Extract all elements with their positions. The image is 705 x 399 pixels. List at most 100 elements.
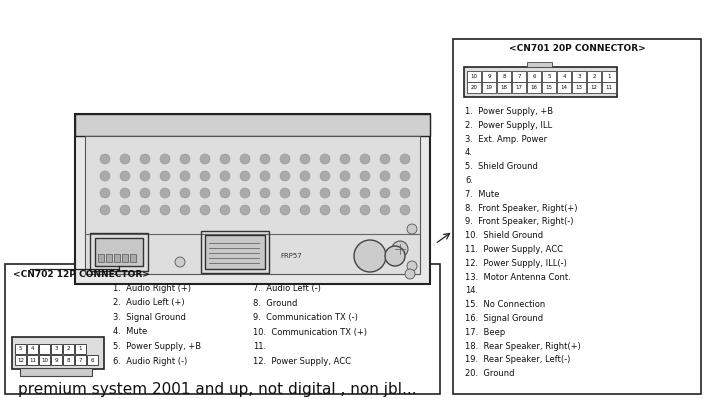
Circle shape	[180, 188, 190, 198]
Bar	[95, 238, 143, 266]
Circle shape	[300, 154, 310, 164]
Text: 11.: 11.	[253, 342, 266, 351]
Circle shape	[100, 205, 110, 215]
Text: 17.  Beep: 17. Beep	[465, 328, 505, 337]
Circle shape	[400, 205, 410, 215]
Text: 3: 3	[55, 346, 59, 352]
Text: 9.  Front Speaker, Right(-): 9. Front Speaker, Right(-)	[465, 217, 573, 226]
Circle shape	[120, 205, 130, 215]
Circle shape	[160, 171, 170, 181]
Bar	[51, 344, 62, 354]
Circle shape	[380, 205, 390, 215]
Text: 15.  No Connection: 15. No Connection	[465, 300, 545, 309]
Circle shape	[360, 154, 370, 164]
Circle shape	[385, 246, 405, 266]
Circle shape	[97, 241, 113, 257]
Bar	[39, 355, 50, 365]
Bar	[587, 82, 601, 93]
Text: 2: 2	[592, 74, 596, 79]
Bar	[114, 254, 120, 262]
Text: 13.  Motor Antenna Cont.: 13. Motor Antenna Cont.	[465, 273, 571, 282]
Circle shape	[360, 205, 370, 215]
Bar	[527, 62, 552, 67]
Circle shape	[100, 188, 110, 198]
Text: 18.  Rear Speaker, Right(+): 18. Rear Speaker, Right(+)	[465, 342, 581, 351]
Circle shape	[260, 171, 270, 181]
Text: 5.  Power Supply, +B: 5. Power Supply, +B	[113, 342, 201, 351]
Text: 6: 6	[532, 74, 536, 79]
Text: 14.: 14.	[465, 286, 478, 295]
Circle shape	[140, 154, 150, 164]
Text: 19.  Rear Speaker, Left(-): 19. Rear Speaker, Left(-)	[465, 356, 570, 364]
Text: 10: 10	[41, 358, 48, 363]
Bar	[572, 71, 586, 82]
Text: 12: 12	[591, 85, 598, 90]
Circle shape	[320, 205, 330, 215]
Bar	[482, 71, 496, 82]
Bar	[15, 344, 26, 354]
Circle shape	[405, 269, 415, 279]
Bar	[90, 233, 148, 271]
Circle shape	[140, 171, 150, 181]
Bar	[51, 355, 62, 365]
Text: premium system 2001 and up, not digital , non jbl...: premium system 2001 and up, not digital …	[18, 382, 417, 397]
Bar	[106, 254, 112, 262]
Circle shape	[260, 188, 270, 198]
Text: 3: 3	[577, 74, 581, 79]
Bar	[527, 71, 541, 82]
Circle shape	[100, 154, 110, 164]
Bar	[39, 344, 50, 354]
Circle shape	[320, 171, 330, 181]
Circle shape	[380, 171, 390, 181]
Circle shape	[280, 154, 290, 164]
Text: 4.: 4.	[465, 148, 473, 157]
Text: 12.  Power Supply, ACC: 12. Power Supply, ACC	[253, 356, 351, 365]
Circle shape	[180, 154, 190, 164]
Text: 10.  Shield Ground: 10. Shield Ground	[465, 231, 543, 240]
Circle shape	[300, 205, 310, 215]
Bar	[98, 254, 104, 262]
Bar	[602, 71, 616, 82]
Circle shape	[200, 154, 210, 164]
Circle shape	[280, 205, 290, 215]
Text: 12: 12	[17, 358, 24, 363]
Text: 5.  Shield Ground: 5. Shield Ground	[465, 162, 538, 171]
Bar	[20, 368, 92, 376]
Text: 1: 1	[79, 346, 82, 352]
Text: 16: 16	[530, 85, 537, 90]
Text: 5: 5	[19, 346, 23, 352]
Bar	[27, 344, 38, 354]
Text: 1: 1	[607, 74, 611, 79]
Bar	[63, 344, 74, 354]
Text: 6.: 6.	[465, 176, 473, 185]
Text: 8: 8	[502, 74, 505, 79]
Circle shape	[260, 154, 270, 164]
Bar	[542, 82, 556, 93]
Circle shape	[300, 188, 310, 198]
Text: 4: 4	[31, 346, 35, 352]
Circle shape	[120, 154, 130, 164]
Bar	[557, 71, 571, 82]
Bar	[512, 82, 526, 93]
Bar	[467, 82, 481, 93]
Text: 8.  Ground: 8. Ground	[253, 298, 298, 308]
Bar	[467, 71, 481, 82]
Text: 12.  Power Supply, ILL(-): 12. Power Supply, ILL(-)	[465, 259, 567, 268]
Text: 20: 20	[470, 85, 477, 90]
Circle shape	[260, 205, 270, 215]
Circle shape	[392, 241, 408, 257]
Text: 10: 10	[470, 74, 477, 79]
Circle shape	[380, 188, 390, 198]
Circle shape	[120, 171, 130, 181]
Circle shape	[380, 154, 390, 164]
Circle shape	[180, 171, 190, 181]
Bar	[75, 114, 430, 284]
Bar	[12, 337, 104, 369]
Text: 1.  Power Supply, +B: 1. Power Supply, +B	[465, 107, 553, 116]
Circle shape	[240, 154, 250, 164]
Text: 17: 17	[515, 85, 522, 90]
Bar	[572, 82, 586, 93]
Text: 7: 7	[79, 358, 82, 363]
Bar	[497, 82, 511, 93]
Text: 19: 19	[486, 85, 493, 90]
